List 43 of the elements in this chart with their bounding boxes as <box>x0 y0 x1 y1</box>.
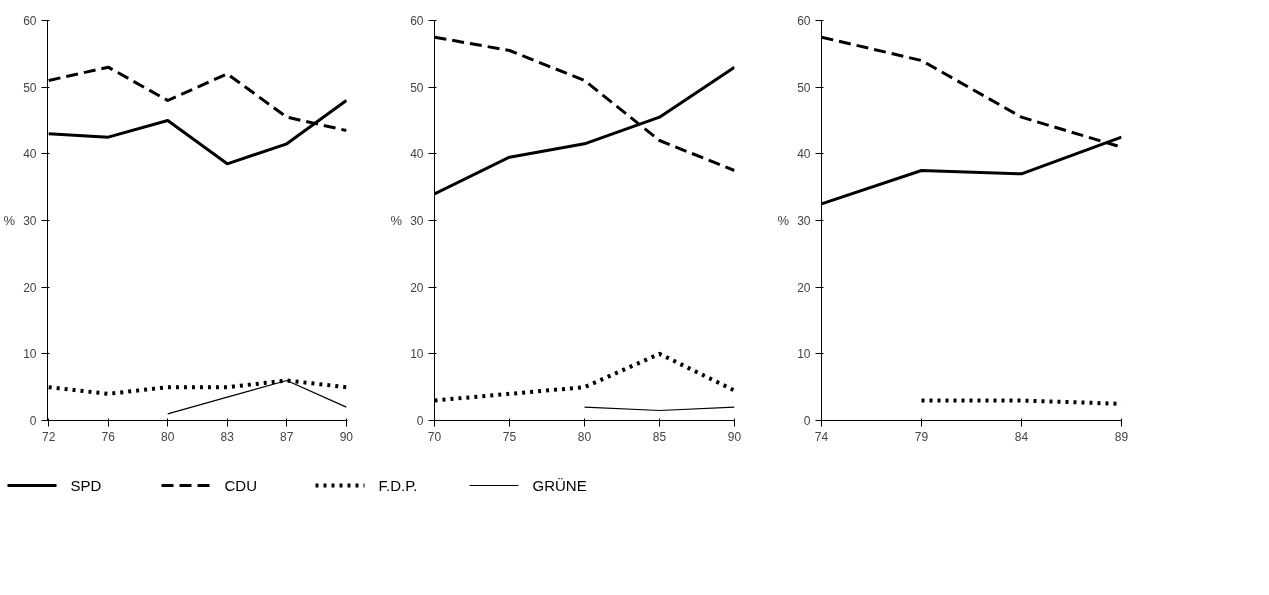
y-tick-label: 50 <box>23 80 37 95</box>
y-axis-title: % <box>3 213 16 228</box>
y-tick-label: 0 <box>29 414 37 428</box>
y-axis-title: % <box>390 213 403 228</box>
legend-label: GRÜNE <box>532 477 587 494</box>
x-tick-label: 72 <box>42 429 56 444</box>
x-tick-label: 70 <box>427 429 442 444</box>
y-tick-label: 20 <box>797 280 811 295</box>
y-tick-label: 10 <box>23 347 37 362</box>
y-tick-label: 60 <box>410 14 424 28</box>
x-tick-label: 89 <box>1114 429 1129 444</box>
y-tick-label: 10 <box>410 347 424 362</box>
x-tick-label: 83 <box>220 429 235 444</box>
x-tick-label: 75 <box>502 429 517 444</box>
x-tick-label: 76 <box>101 429 116 444</box>
legend-label: CDU <box>224 477 257 494</box>
y-tick-label: 60 <box>23 14 37 28</box>
x-tick-label: 85 <box>652 429 667 444</box>
y-axis-title: % <box>777 213 790 228</box>
x-tick-label: 80 <box>577 429 592 444</box>
y-tick-label: 30 <box>797 214 811 228</box>
y-tick-label: 50 <box>797 80 811 95</box>
x-tick-label: 79 <box>914 429 929 444</box>
x-tick-label: 84 <box>1014 429 1029 444</box>
x-tick-label: 87 <box>280 429 294 444</box>
y-tick-label: 40 <box>410 147 424 162</box>
y-tick-label: 20 <box>23 280 37 295</box>
legend-label: SPD <box>70 477 102 494</box>
legend-label: F.D.P. <box>378 477 418 494</box>
y-tick-label: 0 <box>803 414 811 428</box>
y-tick-label: 40 <box>23 147 37 162</box>
x-tick-label: 90 <box>727 429 742 444</box>
y-tick-label: 40 <box>797 147 811 162</box>
y-tick-label: 60 <box>797 14 811 28</box>
y-tick-label: 30 <box>410 214 424 228</box>
y-tick-label: 30 <box>23 214 37 228</box>
y-tick-label: 50 <box>410 80 424 95</box>
x-tick-label: 74 <box>814 429 829 444</box>
y-tick-label: 0 <box>416 414 424 428</box>
x-tick-label: 80 <box>161 429 175 444</box>
x-tick-label: 90 <box>339 429 354 444</box>
y-tick-label: 20 <box>410 280 424 295</box>
y-tick-label: 10 <box>797 347 811 362</box>
